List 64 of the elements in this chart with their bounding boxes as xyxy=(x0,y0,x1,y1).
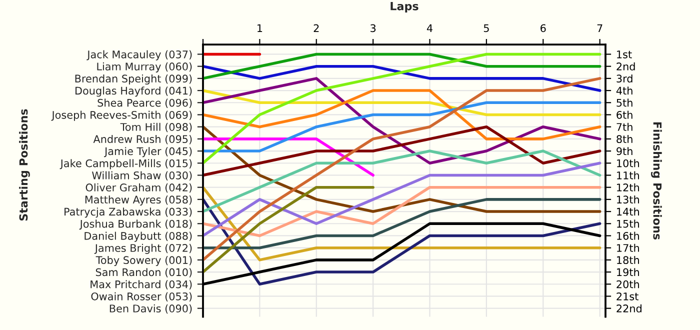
y-tick-label: 1st xyxy=(617,50,632,58)
y-tick-label: 5th xyxy=(616,98,632,107)
category-label: Joseph Reeves-Smith (069) xyxy=(51,110,192,121)
y-tick-label: 7th xyxy=(616,122,632,131)
category-label: Joshua Burbank (018) xyxy=(79,220,192,230)
y-tick-label: 16th xyxy=(617,232,639,240)
category-label: Jamie Tyler (045) xyxy=(104,147,192,158)
x-tick-label: 4 xyxy=(426,24,432,32)
y-tick-label: 19th xyxy=(617,268,639,276)
line-series xyxy=(203,77,602,262)
category-label: Tom Hill (098) xyxy=(120,122,192,132)
category-label: Andrew Rush (095) xyxy=(93,134,192,144)
category-label: Sam Randon (010) xyxy=(96,268,192,278)
y-tick-label: 11th xyxy=(617,171,639,180)
y-tick-label: 21st xyxy=(616,292,638,300)
line-series xyxy=(203,52,602,165)
x-tick-label: 2 xyxy=(314,24,319,32)
category-label: Shea Pearce (096) xyxy=(98,98,192,108)
y-tick-label: 18th xyxy=(617,256,639,264)
y-tick-label: 12th xyxy=(617,183,639,192)
y-tick-label: 3rd xyxy=(616,74,632,83)
line-series xyxy=(203,125,602,177)
y-tick-label: 6th xyxy=(616,110,632,119)
y-tick-label: 8th xyxy=(616,134,632,144)
category-label: Jake Campbell-Mills (015) xyxy=(60,159,192,170)
category-label: Owain Rosser (053) xyxy=(91,292,192,302)
y-tick-label: 15th xyxy=(617,220,639,228)
category-label: Jack Macauley (037) xyxy=(86,50,192,60)
category-label: Liam Murray (060) xyxy=(97,62,192,72)
line-series xyxy=(203,198,602,250)
text: Starting Positions xyxy=(19,109,30,221)
category-label: Brendan Speight (099) xyxy=(75,74,192,85)
category-label: Toby Sowery (001) xyxy=(96,256,192,266)
y-tick-label: 22nd xyxy=(616,304,642,312)
category-label: Oliver Graham (042) xyxy=(86,183,192,193)
category-label: Daniel Baybutt (088) xyxy=(84,232,192,242)
line-series xyxy=(203,162,602,238)
line-series xyxy=(203,89,602,140)
category-label: Douglas Hayford (041) xyxy=(76,86,192,97)
line-series xyxy=(203,198,602,286)
category-label: Patrycja Zabawska (033) xyxy=(64,208,192,218)
x-tick-label: 7 xyxy=(597,24,602,32)
y-axis-title: Finishing Positions xyxy=(650,122,662,240)
y-tick-label: 20th xyxy=(616,280,639,288)
category-label: Matthew Ayres (058) xyxy=(85,195,192,206)
y-tick-label: 10th xyxy=(617,159,639,168)
y-tick-label: 9th xyxy=(616,147,632,156)
category-label: Max Pritchard (034) xyxy=(90,280,192,290)
category-label: James Bright (072) xyxy=(94,244,192,254)
x-tick-label: 5 xyxy=(484,24,489,32)
line-series xyxy=(203,150,602,213)
x-tick-label: 6 xyxy=(540,24,546,32)
y-tick-label: 2nd xyxy=(616,62,635,70)
y-tick-label: 17th xyxy=(617,244,639,252)
line-series xyxy=(203,186,602,238)
line-series xyxy=(203,101,602,152)
category-label: William Shaw (030) xyxy=(92,171,192,181)
x-tick-label: 1 xyxy=(258,24,262,32)
y-tick-label: 4th xyxy=(616,86,632,94)
x-tick-label: 3 xyxy=(370,24,376,32)
category-label: Ben Davis (090) xyxy=(110,304,192,314)
y-tick-label: 13th xyxy=(617,195,639,204)
x-axis-title: Laps xyxy=(390,2,418,12)
y-tick-label: 14th xyxy=(617,208,639,216)
